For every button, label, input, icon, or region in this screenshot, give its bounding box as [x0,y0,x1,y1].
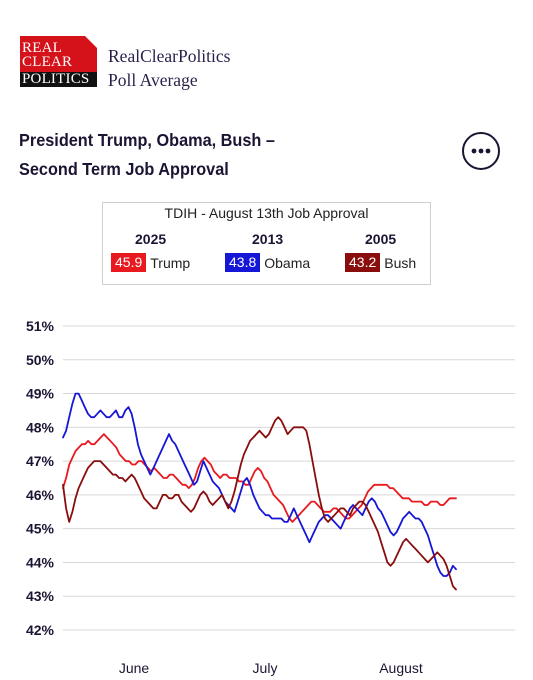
legend-value-badge: 43.2 [345,253,381,272]
series-line-trump [62,433,457,523]
y-tick-label: 43% [26,588,55,604]
approval-line-chart: 51% 50% 49% 48% 47% 46% 45% 44% 43% 42% June July Au… [26,318,515,676]
legend-year: 2013 [252,231,284,247]
brand-name-line2: Poll Average [108,70,198,90]
chart-title-line2: Second Term Job Approval [19,159,229,179]
y-tick-label: 48% [26,419,55,435]
rcp-logo[interactable]: REAL CLEAR POLITICS [20,36,97,87]
y-tick-label: 51% [26,318,55,334]
logo-line-2: CLEAR [22,54,73,70]
series-line-bush [62,416,457,591]
ellipsis-icon [471,148,491,154]
x-tick-label: July [253,660,278,676]
legend-series-name: Bush [384,254,417,271]
y-tick-label: 47% [26,453,55,469]
chart-legend: TDIH - August 13th Job Approval 2025 45.… [102,202,431,285]
x-tick-label: August [379,660,423,676]
y-tick-label: 42% [26,622,55,638]
legend-value-badge: 45.9 [111,253,147,272]
more-options-button[interactable] [462,132,500,170]
logo-bar: POLITICS [20,72,97,87]
legend-year: 2005 [365,231,397,247]
y-tick-label: 44% [26,554,55,570]
legend-value-badge: 43.8 [225,253,261,272]
legend-entry-obama: 2013 43.8 Obama [225,231,310,272]
legend-heading: TDIH - August 13th Job Approval [164,205,369,221]
logo-line-3: POLITICS [22,71,90,87]
chart-title-line1: President Trump, Obama, Bush – [19,130,275,150]
chart-title: President Trump, Obama, Bush – Second Te… [19,126,410,184]
logo-line-1: REAL [22,40,62,56]
legend-series-name: Trump [150,254,191,271]
x-tick-label: June [119,660,150,676]
y-tick-label: 45% [26,521,55,537]
legend-series-name: Obama [264,254,311,271]
y-tick-label: 49% [26,386,55,402]
brand-name-line1: RealClearPolitics [108,46,231,66]
legend-year: 2025 [135,231,167,247]
y-tick-label: 46% [26,487,55,503]
legend-entry-bush: 2005 43.2 Bush [345,231,416,272]
y-tick-label: 50% [26,352,55,368]
series-line-obama [62,392,457,577]
brand-name[interactable]: RealClearPolitics Poll Average [108,44,230,92]
legend-entry-trump: 2025 45.9 Trump [111,231,190,272]
